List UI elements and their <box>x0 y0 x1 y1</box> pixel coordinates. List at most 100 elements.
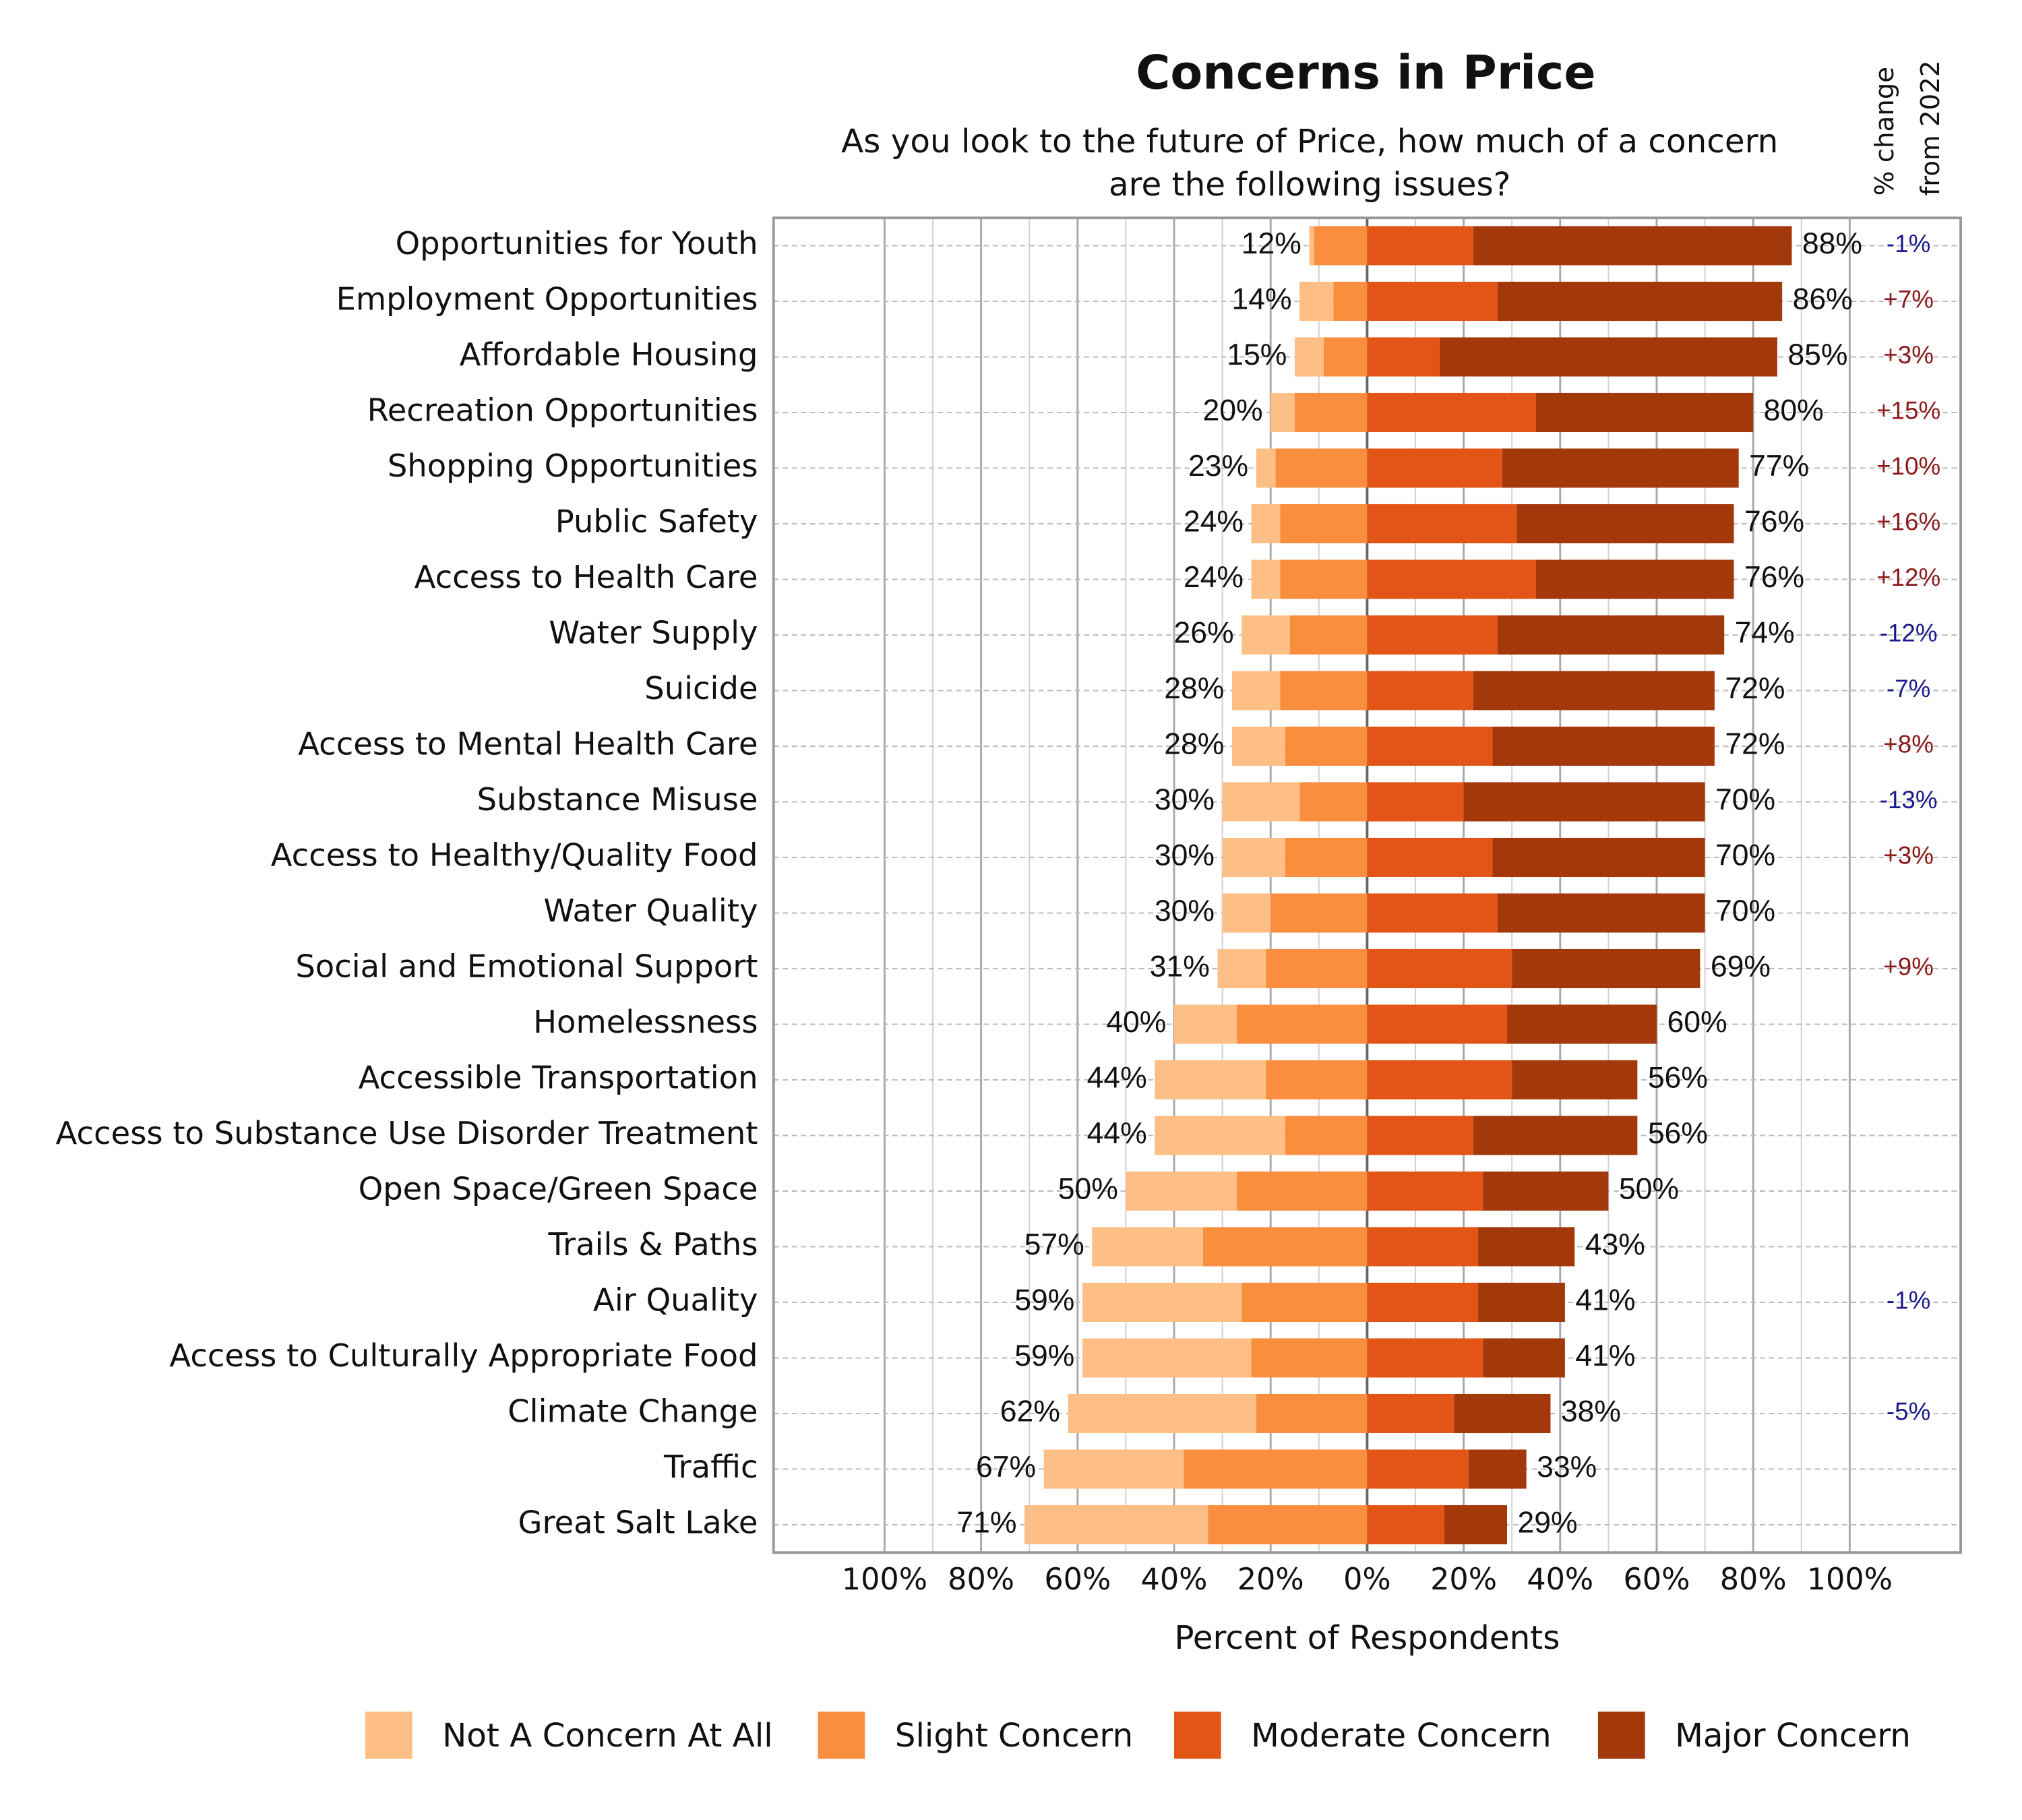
bar-segment <box>1516 504 1734 544</box>
y-tick-label: Access to Health Care <box>415 559 758 595</box>
total-label: 72% <box>1725 728 1785 761</box>
total-label: 30% <box>1155 894 1215 928</box>
change-label: -1% <box>1887 1287 1930 1314</box>
total-label: 60% <box>1667 1006 1727 1039</box>
chart-subtitle: As you look to the future of Price, how … <box>841 123 1778 160</box>
bar-segment <box>1285 726 1368 766</box>
bar-segment <box>1497 615 1725 655</box>
bar-segment <box>1367 1060 1512 1100</box>
legend-label: Major Concern <box>1675 1717 1911 1755</box>
total-label: 40% <box>1106 1006 1166 1039</box>
y-tick-label: Great Salt Lake <box>518 1504 758 1540</box>
bar-segment <box>1367 448 1502 488</box>
change-label: +3% <box>1883 341 1934 369</box>
total-label: 38% <box>1561 1395 1621 1428</box>
bar-segment <box>1497 893 1705 933</box>
x-tick-label: 60% <box>1624 1563 1690 1597</box>
bar-segment <box>1242 1282 1368 1323</box>
bar-segment <box>1512 1060 1638 1100</box>
bar-segment <box>1367 893 1498 933</box>
y-tick-label: Open Space/Green Space <box>359 1170 758 1207</box>
legend-swatch <box>365 1711 412 1759</box>
legend-swatch <box>1597 1711 1645 1759</box>
bar-segment <box>1217 948 1266 989</box>
total-label: 31% <box>1150 950 1210 983</box>
bar-segment <box>1535 559 1734 599</box>
total-label: 77% <box>1749 450 1809 483</box>
bar-segment <box>1285 1116 1368 1155</box>
total-label: 76% <box>1744 506 1804 539</box>
y-tick-label: Water Supply <box>549 614 758 650</box>
total-label: 70% <box>1715 839 1775 872</box>
bar-segment <box>1237 1171 1368 1211</box>
x-tick-label: 40% <box>1141 1563 1208 1597</box>
bar-segment <box>1473 1116 1638 1155</box>
bar-segment <box>1285 837 1368 878</box>
bar-segment <box>1473 671 1715 710</box>
y-tick-label: Shopping Opportunities <box>388 448 758 484</box>
total-label: 14% <box>1231 283 1291 316</box>
bar-segment <box>1280 559 1368 599</box>
total-label: 44% <box>1087 1117 1147 1150</box>
y-tick-label: Access to Substance Use Disorder Treatme… <box>56 1115 758 1151</box>
change-title: % change <box>1870 67 1900 195</box>
x-axis-label: Percent of Respondents <box>1174 1619 1560 1657</box>
x-tick-label: 80% <box>948 1563 1014 1597</box>
total-label: 28% <box>1164 672 1224 705</box>
change-label: +8% <box>1883 731 1934 758</box>
bar-segment <box>1473 226 1792 266</box>
change-label: -12% <box>1880 619 1938 647</box>
total-label: 24% <box>1184 561 1244 594</box>
total-label: 67% <box>976 1451 1036 1484</box>
bar-segment <box>1444 1505 1508 1545</box>
total-label: 23% <box>1188 450 1248 483</box>
bar-segment <box>1367 392 1536 433</box>
bar-segment <box>1483 1171 1609 1211</box>
bar-segment <box>1280 504 1368 544</box>
bar-segment <box>1323 337 1368 377</box>
bar-segment <box>1367 1004 1508 1044</box>
plot-frame <box>772 216 1962 1554</box>
y-tick-label: Employment Opportunities <box>336 280 758 317</box>
total-label: 69% <box>1711 950 1771 983</box>
bar-segment <box>1222 893 1271 933</box>
y-tick-label: Access to Healthy/Quality Food <box>271 837 758 873</box>
bar-segment <box>1367 837 1493 878</box>
total-label: 56% <box>1648 1117 1708 1150</box>
bar-segment <box>1155 1116 1285 1155</box>
bar-segment <box>1309 226 1314 266</box>
bar-segment <box>1497 281 1783 322</box>
bar-segment <box>1367 281 1498 322</box>
bar-segment <box>1270 893 1368 933</box>
total-label: 56% <box>1648 1062 1708 1095</box>
bar-segment <box>1266 1060 1368 1100</box>
total-label: 28% <box>1164 728 1224 761</box>
bar-segment <box>1367 1338 1483 1378</box>
total-label: 70% <box>1715 894 1775 928</box>
bar-segment <box>1251 559 1281 599</box>
total-label: 76% <box>1744 561 1804 594</box>
change-label: -13% <box>1880 786 1938 814</box>
y-tick-label: Affordable Housing <box>460 336 758 373</box>
bar-segment <box>1256 448 1276 488</box>
bar-segment <box>1242 615 1290 655</box>
total-label: 30% <box>1155 839 1215 872</box>
chart-title: Concerns in Price <box>1136 45 1595 100</box>
bar-segment <box>1478 1282 1565 1323</box>
total-label: 50% <box>1619 1173 1679 1206</box>
y-tick-label: Public Safety <box>555 503 758 539</box>
total-label: 20% <box>1203 394 1263 427</box>
x-tick-label: 40% <box>1527 1563 1593 1597</box>
y-tick-label: Trails & Paths <box>547 1226 758 1263</box>
bar-segment <box>1367 559 1536 599</box>
change-label: +15% <box>1876 397 1940 425</box>
y-tick-label: Traffic <box>663 1449 758 1485</box>
bar-segment <box>1270 392 1295 433</box>
x-tick-label: 60% <box>1044 1563 1111 1597</box>
bar-segment <box>1492 837 1705 878</box>
change-label: +12% <box>1876 564 1940 591</box>
bar-segment <box>1251 504 1281 544</box>
total-label: 59% <box>1014 1284 1074 1317</box>
total-label: 41% <box>1575 1339 1635 1372</box>
